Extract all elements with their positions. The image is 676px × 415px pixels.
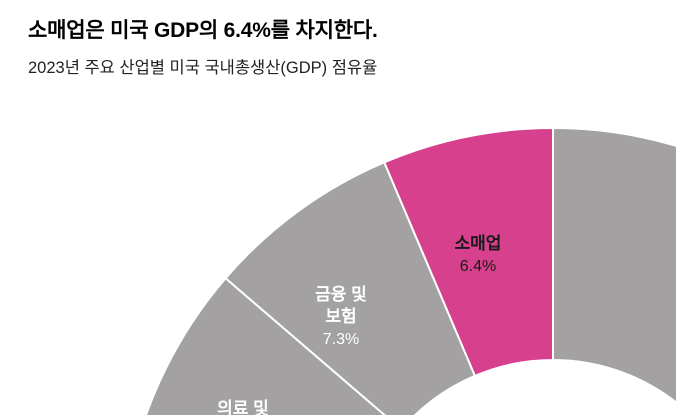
pie-segment-retail — [382, 126, 554, 378]
pie-segment-healthcare-partial — [145, 276, 386, 415]
segment-label-healthcare-partial: 의료 및 — [217, 399, 269, 415]
pie-segment-unlabeled-right — [552, 126, 676, 404]
header: 소매업은 미국 GDP의 6.4%를 차지한다. 2023년 주요 산업별 미국… — [28, 18, 648, 78]
segment-label-retail: 소매업 6.4% — [455, 234, 502, 275]
pie-segment-finance-insurance — [224, 161, 477, 415]
chart-title: 소매업은 미국 GDP의 6.4%를 차지한다. — [28, 19, 378, 42]
chart-subtitle: 2023년 주요 산업별 미국 국내총생산(GDP) 점유율 — [28, 59, 378, 78]
segment-label-finance-insurance: 금융 및 보험 7.3% — [315, 285, 367, 348]
